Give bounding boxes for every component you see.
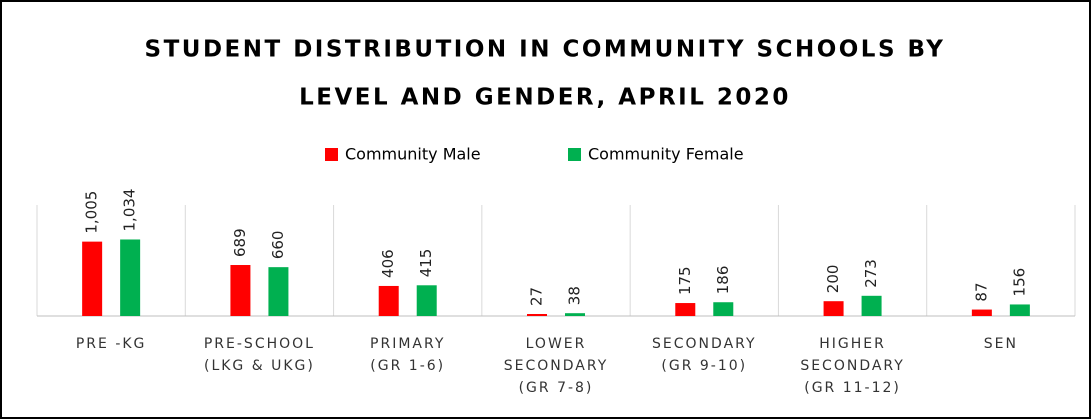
x-tick-label: SECONDARY <box>504 358 609 374</box>
value-label: 87 <box>972 282 990 301</box>
x-tick-label: (GR 11-12) <box>804 380 901 396</box>
legend-label: Community Female <box>588 145 744 164</box>
legend-swatch <box>325 148 338 161</box>
value-label: 1,034 <box>121 189 139 232</box>
x-tick-label: (GR 7-8) <box>519 380 594 396</box>
bar <box>230 265 251 316</box>
value-label: 689 <box>231 228 249 257</box>
x-tick-label: (GR 9-10) <box>661 358 747 374</box>
bar <box>527 314 547 316</box>
legend-swatch <box>568 148 581 161</box>
value-label: 1,005 <box>83 191 101 234</box>
x-tick-label: PRE-SCHOOL <box>204 336 315 352</box>
value-label: 200 <box>824 265 842 294</box>
value-label: 273 <box>862 259 880 288</box>
value-label: 27 <box>528 287 546 306</box>
x-tick-label: HIGHER <box>819 336 886 352</box>
bar <box>565 313 585 316</box>
value-label: 660 <box>269 231 287 260</box>
x-tick-label: PRE -KG <box>76 336 147 352</box>
bar <box>378 285 399 316</box>
value-label: 406 <box>379 249 397 278</box>
bar <box>1009 304 1030 316</box>
value-label: 186 <box>714 266 732 295</box>
bar <box>416 285 437 316</box>
x-tick-label: SECONDARY <box>800 358 905 374</box>
x-tick-label: (LKG & UKG) <box>204 358 315 374</box>
x-tick-label: SEN <box>984 336 1018 352</box>
value-label: 175 <box>676 266 694 295</box>
bar <box>971 309 992 316</box>
x-tick-label: PRIMARY <box>370 336 445 352</box>
bar <box>713 302 734 316</box>
bar <box>823 301 844 316</box>
legend-label: Community Male <box>345 145 481 164</box>
bar <box>268 267 289 316</box>
x-tick-label: SECONDARY <box>652 336 757 352</box>
value-label: 415 <box>417 249 435 278</box>
bar <box>675 303 696 316</box>
x-tick-label: (GR 1-6) <box>370 358 445 374</box>
chart-title: STUDENT DISTRIBUTION IN COMMUNITY SCHOOL… <box>145 37 946 63</box>
value-label: 156 <box>1010 268 1028 297</box>
bar <box>82 241 103 316</box>
value-label: 38 <box>566 286 584 305</box>
x-tick-label: LOWER <box>526 336 587 352</box>
bar <box>120 239 141 316</box>
bar <box>861 295 882 316</box>
chart-title: LEVEL AND GENDER, APRIL 2020 <box>299 85 791 111</box>
